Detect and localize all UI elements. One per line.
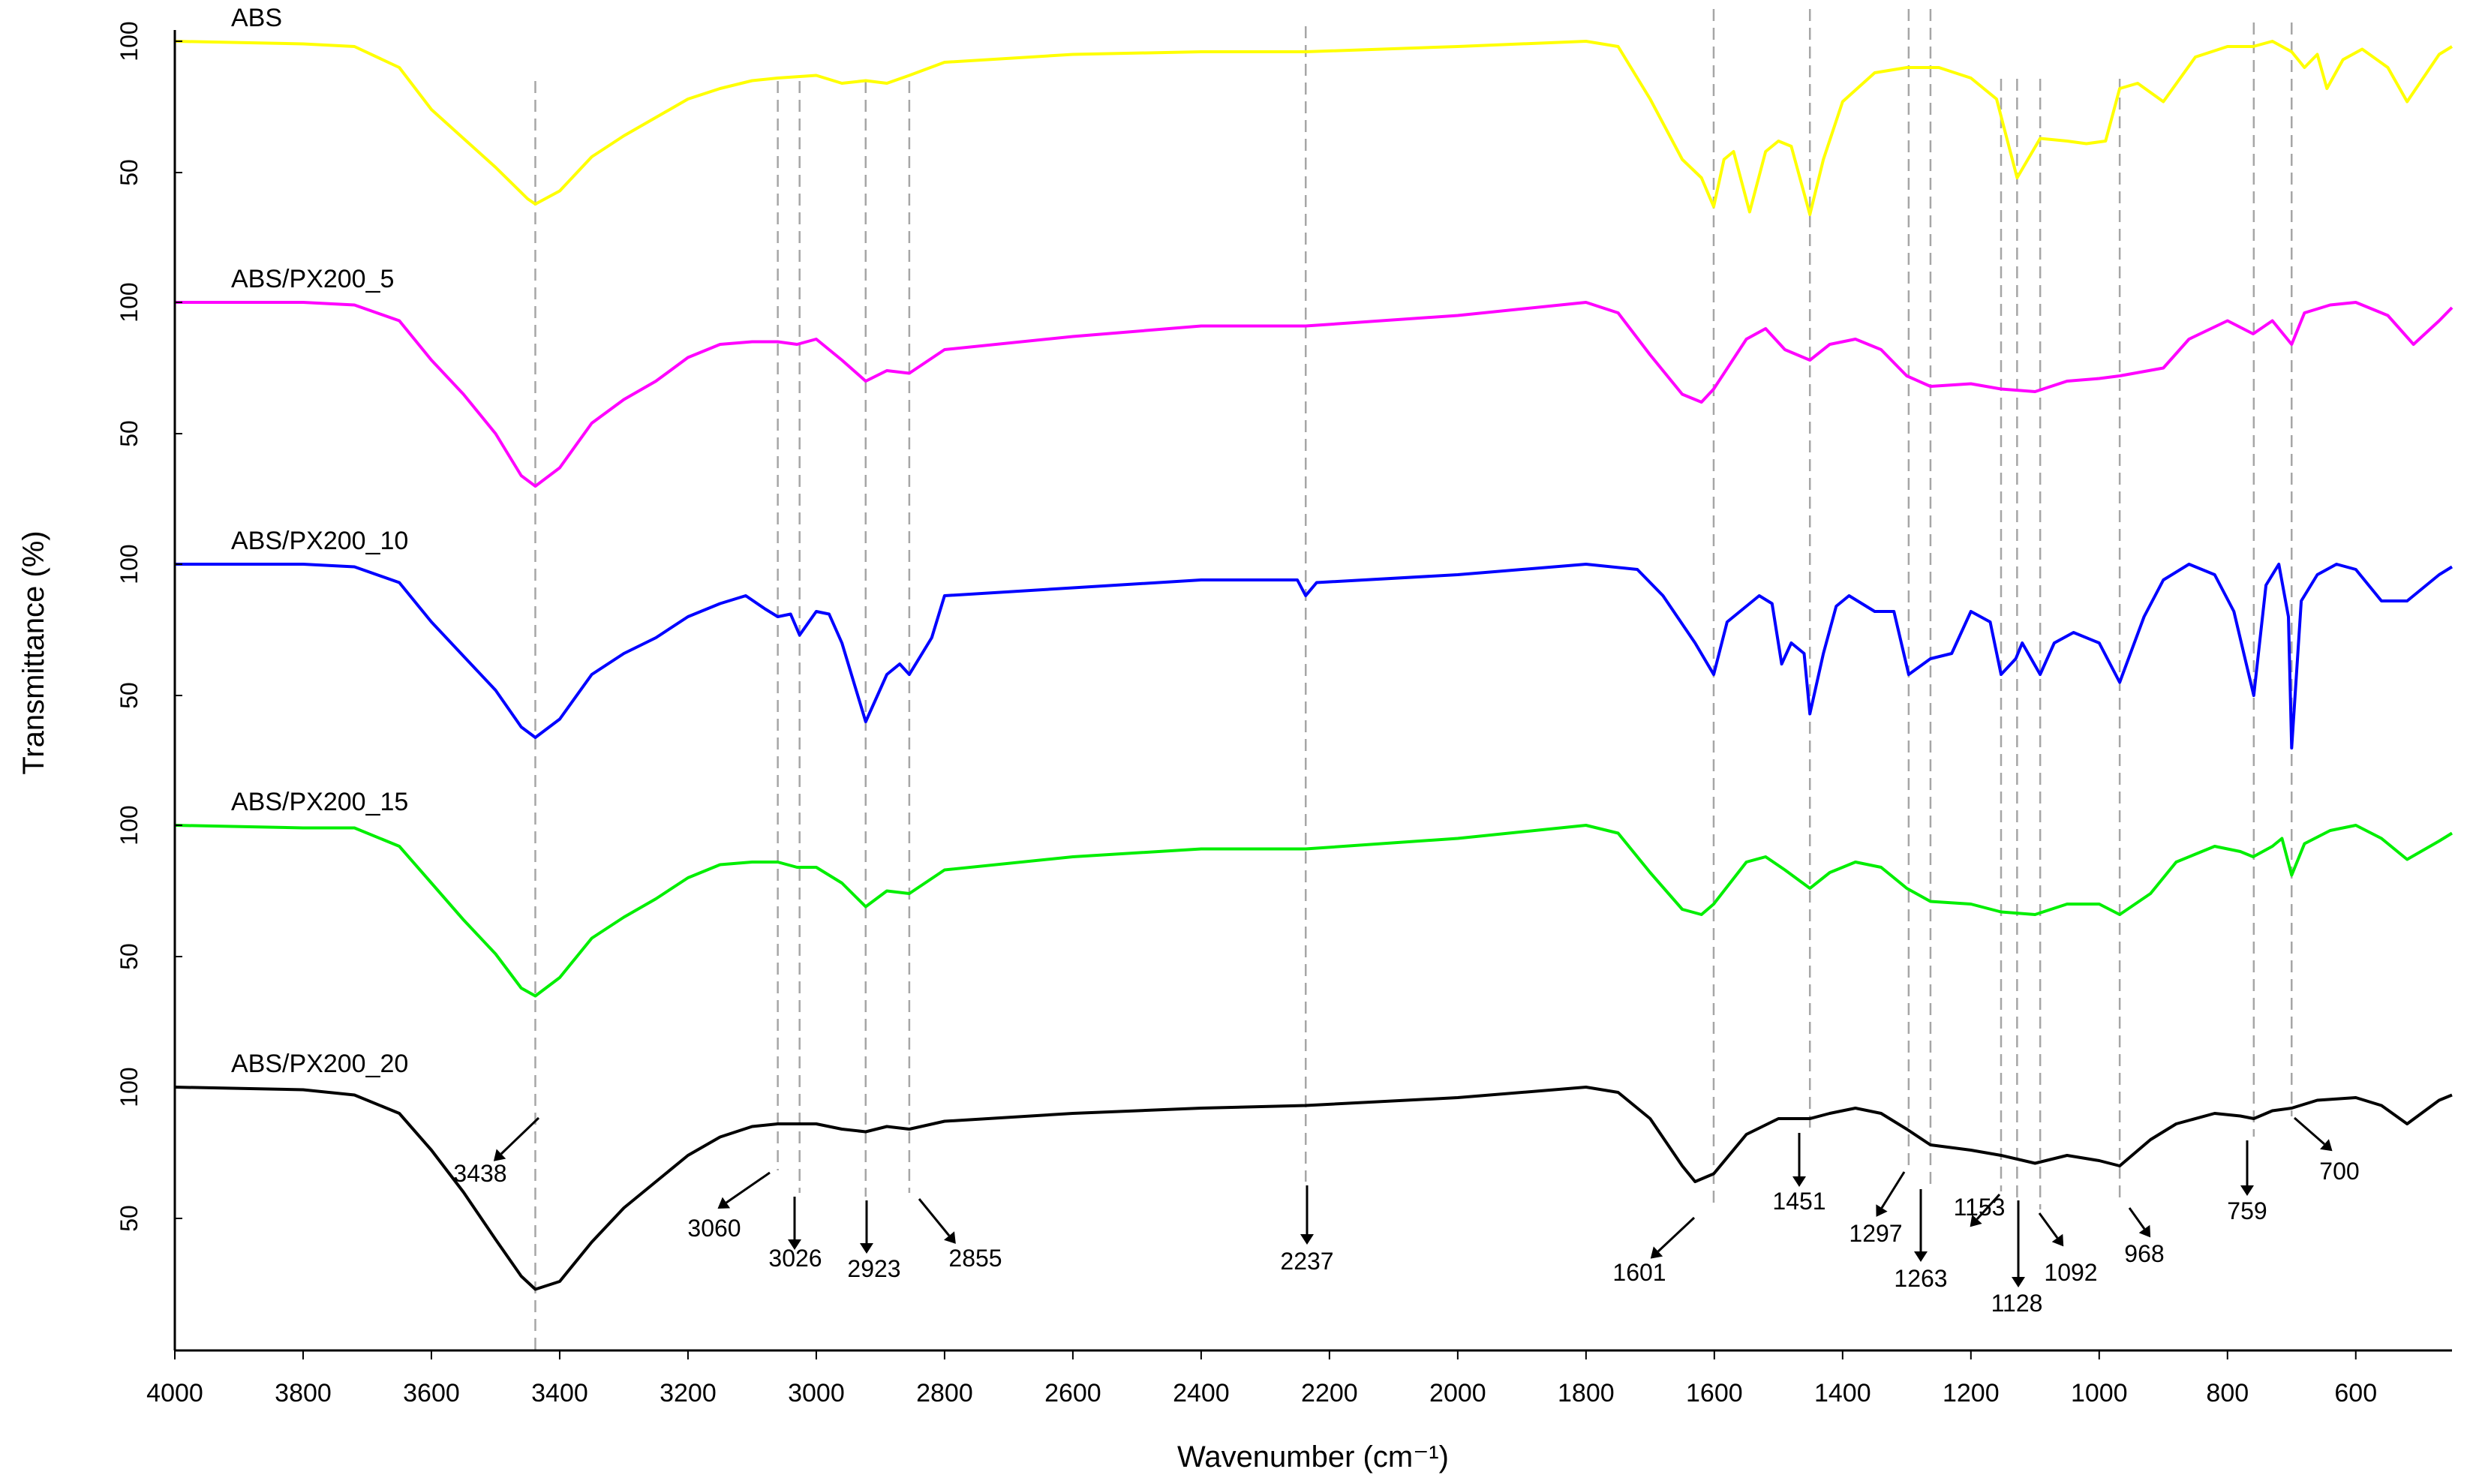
x-tick-label: 1400	[1814, 1379, 1871, 1407]
x-axis-title: Wavenumber (cm⁻¹)	[1177, 1440, 1449, 1473]
series-line-4	[174, 824, 2453, 998]
y-ticks: 100 50 100 50 100 50 100 50 100 50	[116, 21, 182, 1232]
x-tick-label: 1000	[2071, 1379, 2128, 1407]
peak-annotations: 3438 3060 3026 2923 2855 2237 1601 1451 1297 1263…	[453, 1116, 2360, 1317]
peak-arrowhead-2855	[944, 1231, 956, 1244]
peak-arrow-1153	[1976, 1193, 2001, 1221]
series-line-1	[174, 40, 2453, 216]
peak-arrow-3438	[500, 1116, 540, 1155]
peak-arrowhead-2237	[1300, 1234, 1314, 1245]
y-tick-label: 100	[116, 805, 143, 845]
peak-label-968: 968	[2124, 1240, 2164, 1267]
peak-arrowhead-1263	[1914, 1251, 1928, 1262]
x-tick-label: 3800	[275, 1379, 332, 1407]
series-curves	[174, 40, 2453, 1291]
peak-arrowhead-1451	[1792, 1176, 1806, 1187]
peak-arrowhead-700	[2320, 1139, 2333, 1152]
y-tick-label: 50	[116, 420, 143, 447]
peak-arrowhead-1092	[2051, 1233, 2064, 1247]
peak-arrow-3060	[726, 1171, 771, 1204]
series-label-2: ABS/PX200_5	[231, 265, 394, 293]
peak-label-2923: 2923	[847, 1255, 900, 1282]
peak-label-1263: 1263	[1894, 1265, 1947, 1292]
peak-arrow-1092	[2038, 1212, 2059, 1239]
x-tick-label: 4000	[146, 1379, 203, 1407]
series-label-5: ABS/PX200_20	[231, 1050, 408, 1078]
x-ticks: 4000 3800 3600 3400 3200 3000 2800 2600 2400 2200…	[146, 1350, 2377, 1407]
x-tick-label: 2000	[1429, 1379, 1486, 1407]
peak-label-1451: 1451	[1772, 1188, 1825, 1215]
x-tick-label: 2800	[916, 1379, 973, 1407]
peak-arrow-2855	[918, 1198, 951, 1236]
peak-label-1092: 1092	[2044, 1259, 2097, 1286]
y-tick-label: 50	[116, 1205, 143, 1232]
series-line-3	[175, 563, 2453, 750]
series-line-2	[175, 301, 2453, 488]
peak-label-2237: 2237	[1280, 1248, 1333, 1275]
series-label-1: ABS	[231, 4, 282, 32]
peak-arrowhead-3438	[493, 1149, 506, 1161]
y-tick-label: 100	[116, 1067, 143, 1107]
guide-lines	[534, 9, 2293, 1350]
y-tick-label: 50	[116, 682, 143, 709]
y-tick-label: 100	[116, 282, 143, 322]
y-tick-label: 100	[116, 544, 143, 584]
y-axis-title: Transmittance (%)	[17, 530, 50, 774]
peak-label-1297: 1297	[1849, 1220, 1902, 1247]
peak-arrowhead-3026	[788, 1239, 801, 1250]
y-tick-label: 50	[116, 159, 143, 186]
y-tick-label: 50	[116, 943, 143, 970]
x-tick-label: 1600	[1686, 1379, 1743, 1407]
peak-label-3438: 3438	[453, 1160, 506, 1187]
x-tick-label: 3000	[788, 1379, 845, 1407]
x-tick-label: 800	[2206, 1379, 2249, 1407]
series-label-4: ABS/PX200_15	[231, 788, 408, 816]
peak-arrowhead-968	[2138, 1224, 2151, 1238]
x-tick-label: 3600	[403, 1379, 460, 1407]
peak-label-1128: 1128	[1991, 1290, 2043, 1317]
y-tick-label: 100	[116, 21, 143, 61]
series-labels: ABS ABS/PX200_5 ABS/PX200_10 ABS/PX200_15 AB…	[231, 4, 408, 1078]
peak-label-1601: 1601	[1612, 1259, 1666, 1286]
x-tick-label: 2600	[1044, 1379, 1101, 1407]
peak-arrowhead-1297	[1876, 1204, 1888, 1217]
x-tick-label: 2400	[1173, 1379, 1230, 1407]
peak-label-1153: 1153	[1954, 1194, 2006, 1221]
x-tick-label: 1200	[1943, 1379, 2000, 1407]
peak-label-759: 759	[2227, 1197, 2267, 1224]
peak-arrow-1297	[1880, 1171, 1906, 1209]
peak-label-3026: 3026	[768, 1245, 822, 1272]
peak-arrowhead-759	[2240, 1185, 2254, 1196]
peak-label-3060: 3060	[687, 1215, 741, 1242]
peak-arrowhead-2923	[860, 1243, 873, 1254]
series-line-5	[174, 1086, 2453, 1291]
series-label-3: ABS/PX200_10	[231, 527, 408, 555]
peak-arrowhead-1128	[2012, 1277, 2025, 1287]
peak-label-2855: 2855	[948, 1245, 1002, 1272]
peak-arrowhead-1153	[1970, 1214, 1982, 1227]
x-tick-label: 2200	[1301, 1379, 1358, 1407]
x-tick-label: 3400	[531, 1379, 588, 1407]
peak-arrowhead-1601	[1650, 1246, 1663, 1259]
axes	[173, 30, 2452, 1352]
peak-arrow-700	[2294, 1116, 2325, 1146]
peak-arrow-968	[2128, 1207, 2146, 1230]
x-tick-label: 3200	[660, 1379, 717, 1407]
peak-label-700: 700	[2319, 1158, 2359, 1185]
x-tick-label: 600	[2334, 1379, 2377, 1407]
x-tick-label: 1800	[1558, 1379, 1615, 1407]
peak-arrow-1601	[1657, 1216, 1696, 1253]
peak-arrowhead-3060	[717, 1197, 731, 1209]
